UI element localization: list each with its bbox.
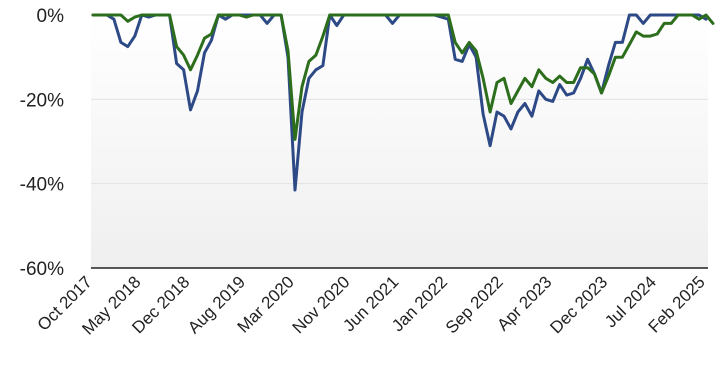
y-tick-label: -40% [20, 175, 64, 196]
x-tick-label: Dec 2023 [546, 272, 611, 337]
x-tick-label: Sep 2022 [442, 272, 507, 337]
y-tick-label: -20% [20, 90, 64, 111]
y-tick-label: -60% [20, 259, 64, 280]
series-line-2 [91, 13, 715, 141]
plot-background [91, 15, 708, 268]
series-layer [91, 13, 715, 192]
y-tick-label: 0% [37, 6, 65, 27]
y-axis: 0% -20% -40% -60% [20, 6, 64, 280]
